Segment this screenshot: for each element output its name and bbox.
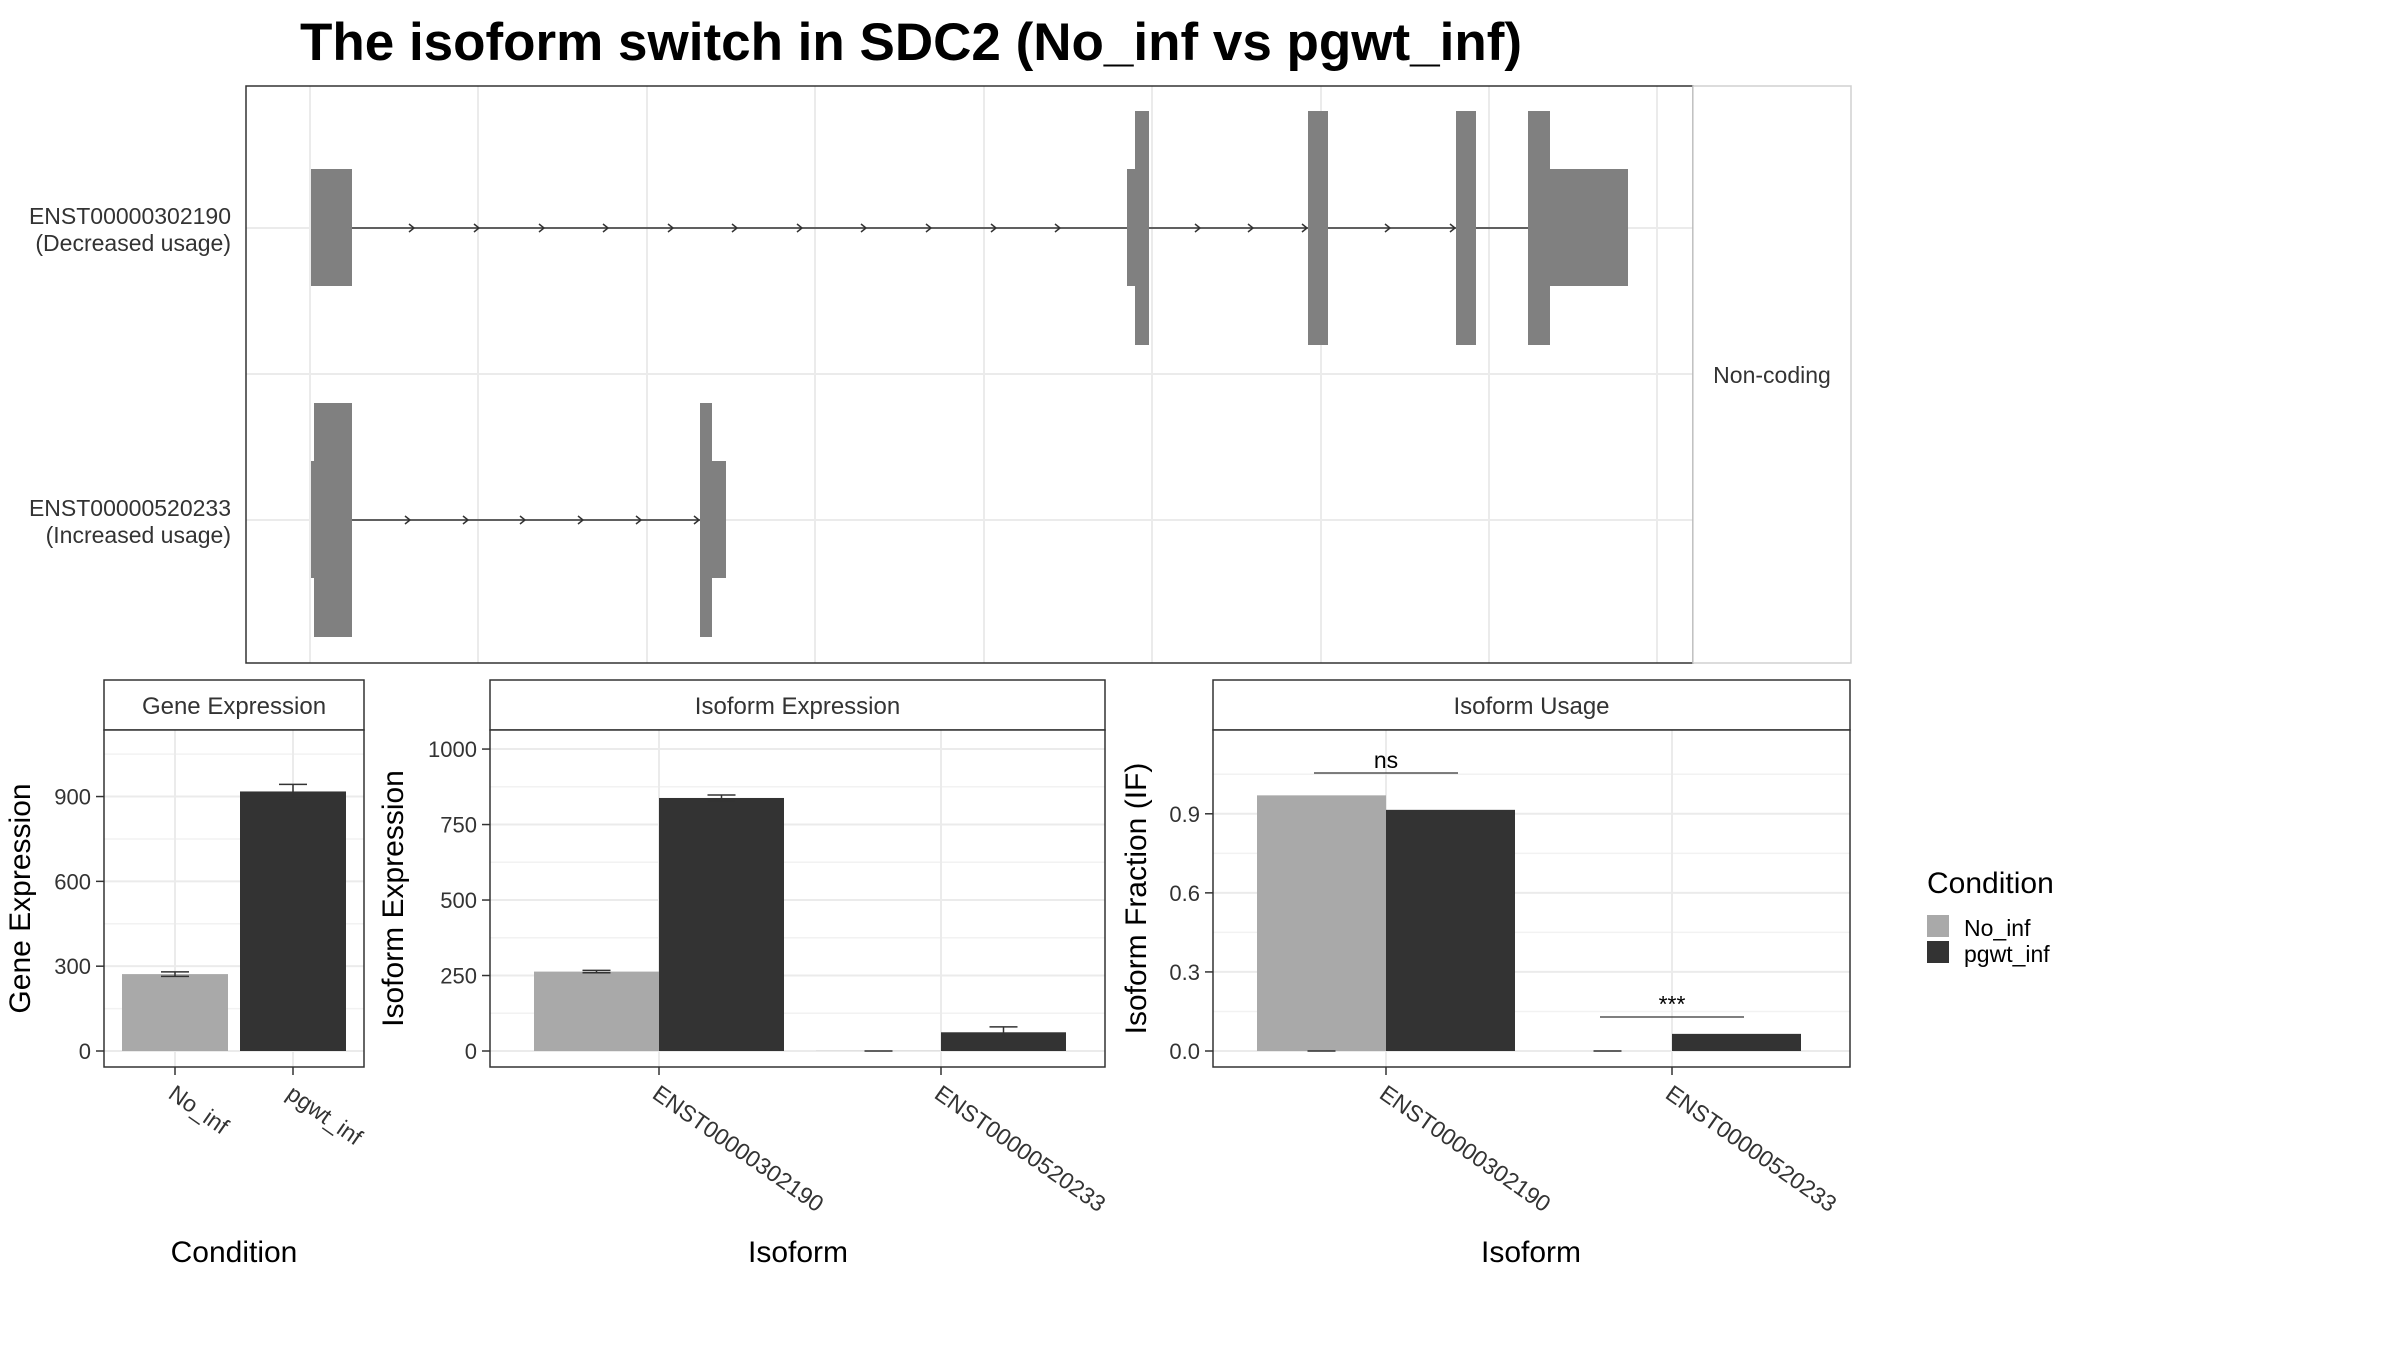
isoform-label-1-usage: (Decreased usage) — [35, 230, 231, 256]
y-tick-label: 0.6 — [1169, 881, 1200, 906]
y-axis-title: Isoform Expression — [377, 770, 410, 1027]
exon — [712, 461, 726, 578]
intron-arrow — [519, 515, 527, 525]
legend: Condition No_inf pgwt_inf — [1927, 867, 2054, 967]
exon — [1127, 169, 1135, 286]
intron-arrow — [538, 223, 546, 233]
bar-pgwt-inf — [1386, 809, 1515, 1051]
intron-arrow — [1194, 223, 1202, 233]
legend-swatch-pgwt-inf — [1927, 941, 1949, 963]
intron-arrow — [796, 223, 804, 233]
x-tick-label: ENST00000302190 — [1375, 1080, 1555, 1217]
y-tick-label: 900 — [54, 785, 91, 810]
intron-arrow — [731, 223, 739, 233]
x-tick-label: ENST00000520233 — [1661, 1080, 1841, 1217]
facet-label: Non-coding — [1713, 362, 1831, 388]
bar-pgwt-inf — [240, 791, 346, 1051]
intron-arrow — [577, 515, 585, 525]
legend-swatch-no-inf — [1927, 915, 1949, 937]
intron-arrow — [667, 223, 675, 233]
y-tick-label: 500 — [440, 888, 477, 913]
intron-arrow — [404, 515, 412, 525]
plot-border — [1212, 729, 1851, 1068]
panel-strip-label: Isoform Usage — [1453, 693, 1609, 720]
y-tick-label: 300 — [54, 954, 91, 979]
legend-label-no-inf: No_inf — [1964, 915, 2031, 941]
intron-arrow — [1449, 223, 1457, 233]
significance-label: ns — [1374, 747, 1398, 773]
exon — [1550, 169, 1628, 286]
intron-arrow — [602, 223, 610, 233]
panel-strip-label: Isoform Expression — [695, 693, 900, 720]
y-tick-label: 1000 — [428, 737, 477, 762]
intron-arrow — [1247, 223, 1255, 233]
exon — [1308, 111, 1328, 345]
exon — [1135, 111, 1149, 345]
bar-pgwt-inf — [659, 797, 784, 1051]
y-tick-label: 750 — [440, 813, 477, 838]
legend-title: Condition — [1927, 867, 2054, 900]
intron-arrow — [693, 515, 701, 525]
y-tick-label: 0.9 — [1169, 802, 1200, 827]
intron-arrow — [635, 515, 643, 525]
y-tick-label: 250 — [440, 964, 477, 989]
exon — [1528, 111, 1550, 345]
panel-strip-label: Gene Expression — [142, 693, 326, 720]
x-tick-label: ENST00000520233 — [930, 1080, 1110, 1217]
intron-arrow — [473, 223, 481, 233]
isoform-expression-panel: Isoform Expression 0 250 500 750 1000 ENST0000… — [377, 679, 1111, 1269]
bar-no-inf — [122, 974, 228, 1051]
x-axis-title: Isoform — [748, 1236, 848, 1269]
exon — [700, 403, 712, 637]
intron-arrow — [925, 223, 933, 233]
bar-pgwt-inf — [941, 1032, 1066, 1051]
isoform-label-2-usage: (Increased usage) — [46, 522, 231, 548]
exon — [314, 403, 352, 637]
intron-arrow — [990, 223, 998, 233]
significance-label: *** — [1659, 991, 1686, 1017]
intron-arrow — [1301, 223, 1309, 233]
intron-arrow — [462, 515, 470, 525]
y-tick-label: 0.3 — [1169, 960, 1200, 985]
x-tick-label: No_inf — [164, 1080, 234, 1140]
structure-facet-strip — [1692, 85, 1852, 664]
y-tick-label: 0 — [465, 1039, 477, 1064]
bar-no-inf — [534, 971, 659, 1051]
transcript-structure-panel: Non-coding ENST00000302190 (Decreased us… — [29, 85, 1852, 664]
bar-pgwt-inf — [1672, 1033, 1801, 1051]
intron-arrow — [1384, 223, 1392, 233]
gene-expression-panel: Gene Expression 0 300 600 900 No_inf pgwt_inf C… — [4, 679, 368, 1269]
y-tick-label: 0.0 — [1169, 1039, 1200, 1064]
y-tick-label: 600 — [54, 869, 91, 894]
x-tick-label: ENST00000302190 — [648, 1080, 828, 1217]
intron-arrow — [1054, 223, 1062, 233]
intron-arrow — [860, 223, 868, 233]
x-tick-label: pgwt_inf — [282, 1080, 368, 1151]
intron-arrow — [408, 223, 416, 233]
exon — [1456, 111, 1476, 345]
legend-label-pgwt-inf: pgwt_inf — [1964, 941, 2050, 967]
x-axis-title: Isoform — [1481, 1236, 1581, 1269]
plot-border — [103, 729, 365, 1068]
figure-title: The isoform switch in SDC2 (No_inf vs pg… — [300, 13, 1522, 72]
y-axis-title: Gene Expression — [4, 783, 37, 1013]
bar-no-inf — [1257, 795, 1386, 1051]
isoform-label-1-id: ENST00000302190 — [29, 203, 231, 229]
plot-border — [489, 729, 1106, 1068]
x-axis-title: Condition — [171, 1236, 298, 1269]
isoform-label-2-id: ENST00000520233 — [29, 495, 231, 521]
panel-strip — [103, 679, 365, 731]
structure-exons — [311, 111, 1628, 637]
panel-strip — [489, 679, 1106, 731]
exon — [311, 169, 352, 286]
isoform-usage-panel: Isoform Usage ns *** 0.0 0.3 0.6 0.9 ENST000003… — [1120, 679, 1851, 1269]
y-axis-title: Isoform Fraction (IF) — [1120, 763, 1153, 1035]
y-tick-label: 0 — [79, 1039, 91, 1064]
